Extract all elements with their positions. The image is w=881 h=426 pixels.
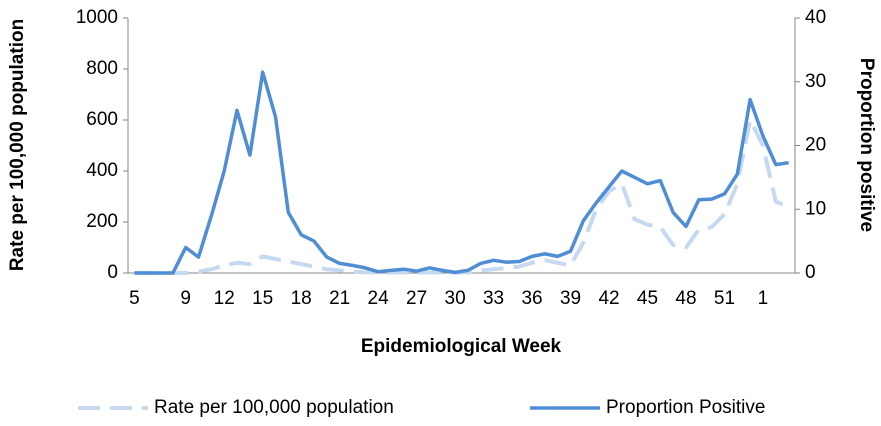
y2-tick-label: 10 <box>805 198 826 219</box>
x-tick-label: 45 <box>637 288 658 309</box>
y2-axis-title: Proportion positive <box>856 58 877 232</box>
x-tick-label: 27 <box>406 288 427 309</box>
y-tick-label: 0 <box>107 262 118 283</box>
x-tick-label: 5 <box>129 288 140 309</box>
legend-label: Proportion Positive <box>606 397 765 418</box>
x-tick-label: 9 <box>180 288 191 309</box>
x-tick-label: 42 <box>598 288 619 309</box>
x-tick-label: 1 <box>758 288 769 309</box>
y-tick-label: 600 <box>86 109 118 130</box>
x-axis-title: Epidemiological Week <box>361 336 562 357</box>
x-tick-label: 12 <box>214 288 235 309</box>
y2-tick-label: 20 <box>805 135 826 156</box>
y2-tick-label: 40 <box>805 7 826 28</box>
x-tick-label: 24 <box>368 288 390 309</box>
y-axis-title: Rate per 100,000 population <box>7 19 28 271</box>
x-tick-label: 18 <box>291 288 312 309</box>
y2-tick-label: 30 <box>805 71 826 92</box>
x-tick-label: 33 <box>483 288 504 309</box>
y-tick-label: 1000 <box>76 7 118 28</box>
y-tick-label: 800 <box>86 58 118 79</box>
x-tick-label: 15 <box>252 288 273 309</box>
y-tick-label: 200 <box>86 211 118 232</box>
x-tick-label: 21 <box>329 288 350 309</box>
x-tick-label: 30 <box>445 288 466 309</box>
y2-tick-label: 0 <box>805 262 816 283</box>
legend-label: Rate per 100,000 population <box>154 397 394 418</box>
series-line <box>134 70 789 275</box>
series-line <box>134 118 790 275</box>
x-tick-label: 36 <box>521 288 542 309</box>
x-tick-label: 48 <box>675 288 696 309</box>
y-tick-label: 400 <box>86 160 118 181</box>
x-tick-label: 51 <box>714 288 735 309</box>
x-tick-label: 39 <box>560 288 581 309</box>
